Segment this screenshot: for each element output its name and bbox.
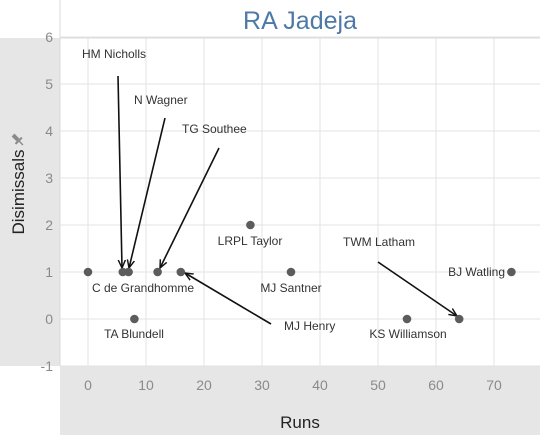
point-label: LRPL Taylor [218,234,283,248]
point-label: TA Blundell [104,327,164,341]
scatter-point[interactable] [402,314,412,324]
annotation-arrow [117,75,122,268]
x-tick-label: 50 [370,377,386,393]
y-tick-label: 5 [45,76,53,92]
scatter-point[interactable] [130,314,139,324]
x-tick-label: 10 [138,377,154,393]
x-tick-label: 0 [84,377,92,393]
scatter-point[interactable] [246,220,255,230]
annotation-arrow [160,147,220,268]
scatter-point[interactable] [507,267,516,277]
chart-title: RA Jadeja [243,7,357,35]
scatter-point[interactable] [124,267,133,277]
point-label: TG Southee [182,122,247,136]
scatter-point[interactable] [286,267,296,277]
y-tick-label: 4 [45,123,53,139]
x-axis-title: Runs [280,413,320,432]
point-label: C de Grandhomme [92,281,194,295]
y-tick-label: 1 [45,264,53,280]
grid-lines [60,36,540,367]
y-axis-title: Disimissals [9,150,28,235]
annotation-arrow [185,273,272,325]
scatter-point[interactable] [153,267,162,277]
scatter-point[interactable] [454,314,464,324]
y-axis-panel [0,38,60,366]
y-tick-label: 0 [45,311,53,327]
x-tick-label: 20 [196,377,212,393]
x-tick-label: 70 [486,377,502,393]
point-labels: HM Nicholls N Wagner TG Southee MJ Henry LRP… [82,47,505,341]
x-tick-label: 40 [312,377,328,393]
point-label: HM Nicholls [82,47,146,61]
y-tick-label: 2 [45,217,53,233]
y-tick-label: 3 [45,170,53,186]
point-label: TWM Latham [343,235,415,249]
point-label: N Wagner [134,93,188,107]
x-tick-labels: 0 10 20 30 40 50 60 70 [84,377,502,393]
x-axis-panel [60,366,540,435]
point-label: MJ Henry [284,319,335,333]
scatter-point[interactable] [176,267,186,277]
annotation-arrows [117,75,457,325]
scatter-point[interactable] [83,267,93,277]
data-points [83,220,516,324]
x-tick-label: 60 [428,377,444,393]
annotation-arrow [377,261,457,316]
y-tick-label: 6 [45,29,53,45]
point-label: KS Williamson [369,327,446,341]
x-tick-label: 30 [254,377,270,393]
pin-icon[interactable] [10,132,26,148]
y-tick-labels: -1 0 1 2 3 4 5 6 [41,29,54,374]
point-label: MJ Santner [260,281,321,295]
annotation-arrow [129,117,166,268]
point-label: BJ Watling [448,265,505,279]
y-tick-label: -1 [41,358,54,374]
